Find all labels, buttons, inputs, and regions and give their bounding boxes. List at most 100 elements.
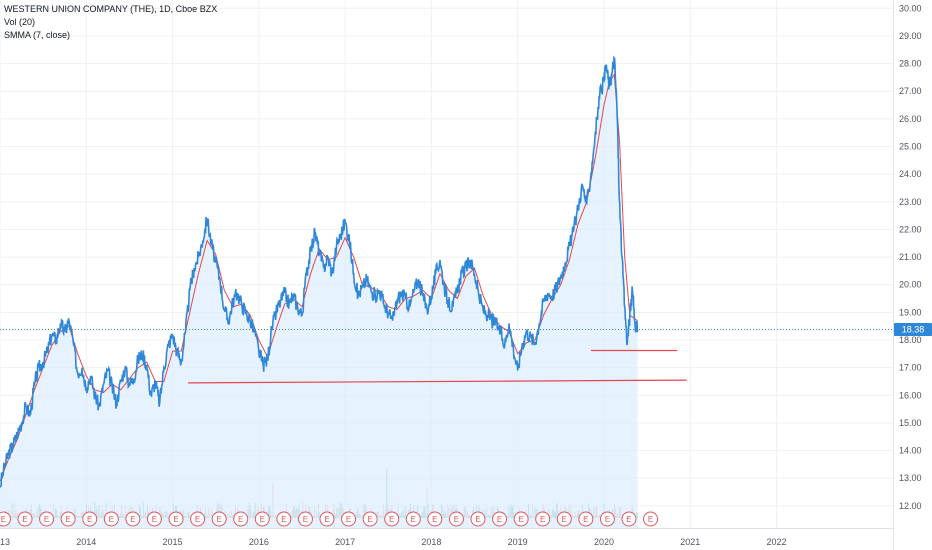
earnings-marker-circle [0,511,11,527]
earnings-marker[interactable]: E [211,511,227,527]
last-price-badge-bg [894,323,932,337]
earnings-marker[interactable]: E [254,511,270,527]
y-tick-label: 21.00 [899,252,922,262]
earnings-marker[interactable]: E [276,511,292,527]
x-tick-label: 2014 [76,537,96,547]
earnings-marker-circle [125,511,141,527]
earnings-marker-label: E [497,515,502,524]
y-tick-label: 26.00 [899,114,922,124]
earnings-marker-circle [384,511,400,527]
earnings-marker[interactable]: E [341,511,357,527]
earnings-marker[interactable]: E [384,511,400,527]
price-line [0,55,639,488]
earnings-marker-label: E [173,515,178,524]
earnings-marker[interactable]: E [297,511,313,527]
earnings-marker-circle [621,511,637,527]
y-tick-label: 29.00 [899,31,922,41]
earnings-marker[interactable]: E [168,511,184,527]
y-tick-label: 19.00 [899,307,922,317]
y-tick-label: 25.00 [899,142,922,152]
earnings-marker[interactable]: E [492,511,508,527]
earnings-marker[interactable]: E [319,511,335,527]
price-axis[interactable]: 12.00 13.00 14.00 15.00 16.00 17.00 18.00 19.00… [899,3,922,511]
earnings-marker-circle [535,511,551,527]
last-price-badge: 18.38 [894,323,932,337]
earnings-marker-circle [319,511,335,527]
earnings-marker[interactable]: E [60,511,76,527]
earnings-marker-circle [362,511,378,527]
time-axis[interactable]: 2013 2014 2015 2016 2017 2018 2019 2020 2021 2022 [0,537,787,547]
earnings-marker[interactable]: E [643,511,659,527]
y-tick-label: 12.00 [899,501,922,511]
earnings-marker-label: E [389,515,394,524]
earnings-marker[interactable]: E [146,511,162,527]
earnings-marker[interactable]: E [39,511,55,527]
x-tick-label: 2021 [680,537,700,547]
earnings-marker-circle [254,511,270,527]
earnings-marker-label: E [475,515,480,524]
y-tick-label: 18.00 [899,335,922,345]
x-tick-label: 2017 [335,537,355,547]
last-price-value: 18.38 [902,325,925,335]
y-tick-label: 15.00 [899,418,922,428]
earnings-marker-circle [103,511,119,527]
earnings-marker-circle [190,511,206,527]
earnings-marker[interactable]: E [578,511,594,527]
earnings-marker-label: E [432,515,437,524]
earnings-marker[interactable]: E [599,511,615,527]
earnings-marker-label: E [454,515,459,524]
earnings-marker-label: E [152,515,157,524]
earnings-marker-circle [82,511,98,527]
earnings-marker[interactable]: E [362,511,378,527]
earnings-marker[interactable]: E [17,511,33,527]
earnings-marker-circle [427,511,443,527]
earnings-marker[interactable]: E [190,511,206,527]
earnings-marker-circle [17,511,33,527]
earnings-marker[interactable]: E [556,511,572,527]
earnings-marker-label: E [518,515,523,524]
earnings-marker-circle [39,511,55,527]
x-tick-label: 2013 [0,537,10,547]
legend-symbol[interactable]: WESTERN UNION COMPANY (THE), 1D, Cboe BZ… [4,4,218,14]
earnings-marker-circle [341,511,357,527]
earnings-marker[interactable]: E [448,511,464,527]
earnings-marker[interactable]: E [233,511,249,527]
earnings-marker-circle [448,511,464,527]
earnings-marker-circle [297,511,313,527]
earnings-marker[interactable]: E [535,511,551,527]
y-tick-label: 28.00 [899,59,922,69]
earnings-marker[interactable]: E [470,511,486,527]
x-tick-label: 2018 [421,537,441,547]
y-tick-label: 30.00 [899,3,922,13]
earnings-marker-label: E [195,515,200,524]
earnings-marker-label: E [303,515,308,524]
earnings-marker-label: E [562,515,567,524]
earnings-marker[interactable]: E [82,511,98,527]
earnings-marker[interactable]: E [125,511,141,527]
earnings-marker-label: E [626,515,631,524]
earnings-marker-label: E [22,515,27,524]
earnings-marker-label: E [346,515,351,524]
earnings-marker-label: E [87,515,92,524]
x-tick-label: 2019 [508,537,528,547]
support-line[interactable] [188,379,687,384]
earnings-marker-circle [470,511,486,527]
earnings-marker-circle [643,511,659,527]
earnings-marker[interactable]: E [621,511,637,527]
earnings-marker[interactable]: E [405,511,421,527]
legend-volume[interactable]: Vol (20) [4,17,36,27]
earnings-marker[interactable]: E [513,511,529,527]
x-tick-label: 2020 [594,537,614,547]
x-tick-label: 2015 [163,537,183,547]
price-area-fill [0,57,638,528]
earnings-marker[interactable]: E [0,511,11,527]
legend-smma[interactable]: SMMA (7, close) [4,30,71,40]
earnings-marker[interactable]: E [103,511,119,527]
earnings-marker[interactable]: E [427,511,443,527]
earnings-marker-circle [492,511,508,527]
earnings-marker-circle [599,511,615,527]
earnings-marker-label: E [324,515,329,524]
